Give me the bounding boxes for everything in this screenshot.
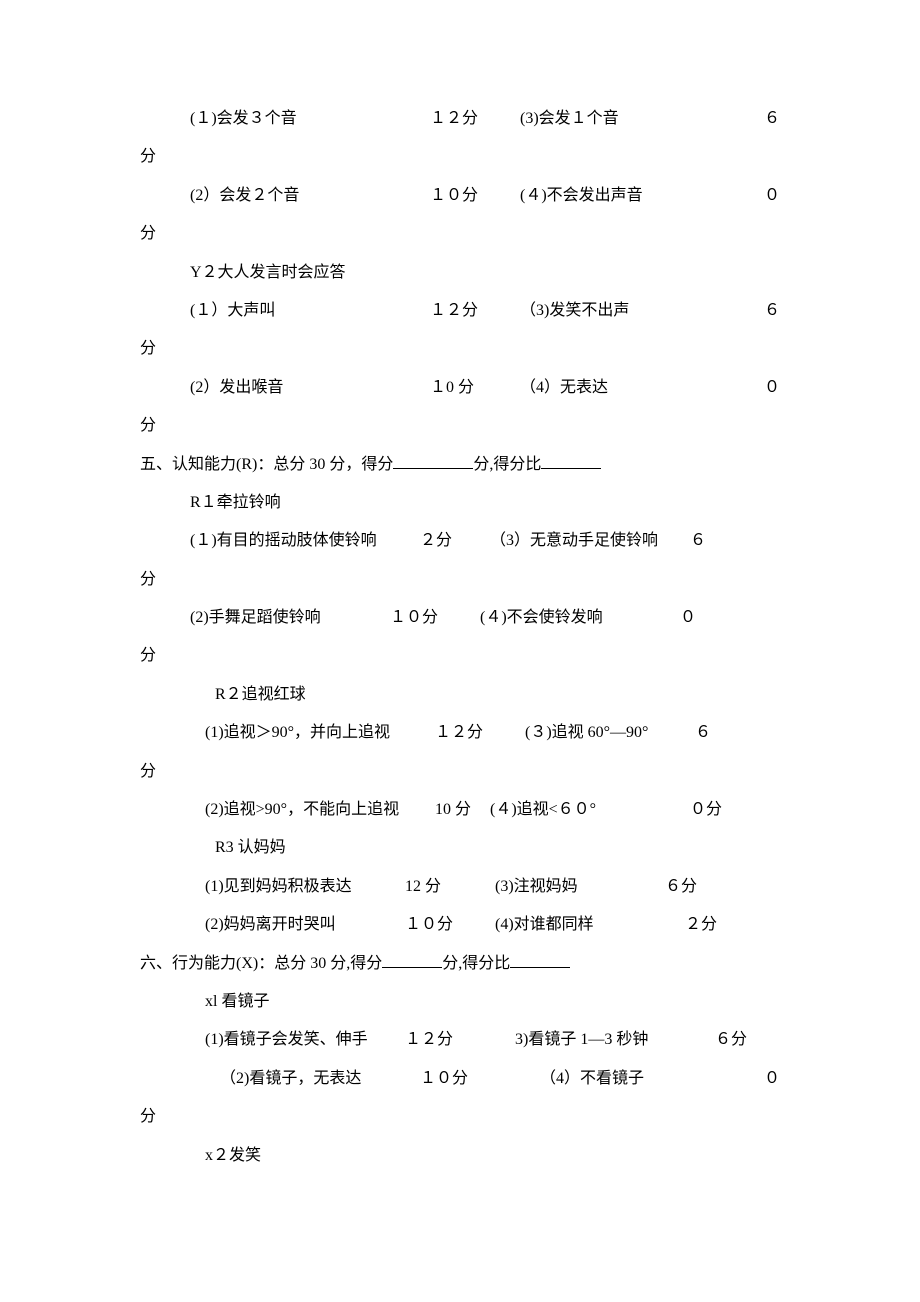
y1-opt1: (１)会发３个音 [190,100,430,138]
y1-opt4: (４)不会发出声音 [520,177,730,215]
x1-opt3: 3)看镜子 1―3 秒钟 [515,1021,715,1059]
r1-score3: ６ [690,522,730,560]
x1-opt4: （4）不看镜子 [540,1060,730,1098]
section6-mid: 分,得分比 [442,955,510,972]
y2-score3: ６ [730,292,780,330]
x1-opt1: (1)看镜子会发笑、伸手 [205,1021,405,1059]
r3-opt3: (3)注视妈妈 [495,868,665,906]
y1-score2: １０分 [430,177,520,215]
r2-opt4: (４)追视<６０° [490,791,690,829]
x1-row2: （2)看镜子，无表达 １０分 （4）不看镜子 ０ [140,1060,780,1098]
r1-row1: (１)有目的摇动肢体使铃响 ２分 （3）无意动手足使铃响 ６ [140,522,780,560]
y1-opt2: (2）会发２个音 [190,177,430,215]
section6-blank2 [510,952,570,968]
r1-score1: ２分 [420,522,490,560]
r2-score2: 10 分 [435,791,490,829]
r1-score2: １０分 [390,599,480,637]
r1-opt2: (2)手舞足蹈使铃响 [190,599,390,637]
r2-row2: (2)追视>90°，不能向上追视 10 分 (４)追视<６０° ０分 [140,791,780,829]
y2-row2: (2）发出喉音 １0 分 （4）无表达 ０ [140,369,780,407]
r1-title: R１牵拉铃响 [140,484,780,522]
r3-row1: (1)见到妈妈积极表达 12 分 (3)注视妈妈 ６分 [140,868,780,906]
r2-opt2: (2)追视>90°，不能向上追视 [205,791,435,829]
r3-title: R3 认妈妈 [140,829,780,867]
y1-unit1: 分 [140,138,780,176]
r2-opt3: (３)追视 60°―90° [525,714,695,752]
r1-score4: ０ [680,599,720,637]
r2-unit1: 分 [140,753,780,791]
r1-opt4: (４)不会使铃发响 [480,599,680,637]
y2-opt2: (2）发出喉音 [190,369,430,407]
section6-header: 六、行为能力(X)：总分 30 分,得分 分,得分比 [140,945,780,983]
y1-opt3: (3)会发１个音 [520,100,730,138]
r2-score4: ０分 [690,791,780,829]
r3-score2: １０分 [405,906,495,944]
y1-score4: ０ [730,177,780,215]
y2-opt4: （4）无表达 [520,369,730,407]
y1-row1: (１)会发３个音 １２分 (3)会发１个音 ６ [140,100,780,138]
section5-blank1 [393,453,473,469]
r1-opt1: (１)有目的摇动肢体使铃响 [190,522,420,560]
section6-blank1 [382,952,442,968]
y2-score2: １0 分 [430,369,520,407]
x1-score1: １２分 [405,1021,515,1059]
r2-score1: １２分 [435,714,525,752]
x1-score3: ６分 [715,1021,780,1059]
section5-blank2 [541,453,601,469]
section5-header: 五、认知能力(R)：总分 30 分，得分 分,得分比 [140,446,780,484]
r2-row1: (1)追视＞90°，并向上追视 １２分 (３)追视 60°―90° ６ [140,714,780,752]
section5-prefix: 五、认知能力(R)：总分 30 分，得分 [140,456,393,473]
r3-opt1: (1)见到妈妈积极表达 [205,868,405,906]
y2-score4: ０ [730,369,780,407]
section6-prefix: 六、行为能力(X)：总分 30 分,得分 [140,955,382,972]
r1-unit2: 分 [140,637,780,675]
x1-unit: 分 [140,1098,780,1136]
y2-row1: (１）大声叫 １２分 （3)发笑不出声 ６ [140,292,780,330]
r3-opt2: (2)妈妈离开时哭叫 [205,906,405,944]
x1-row1: (1)看镜子会发笑、伸手 １２分 3)看镜子 1―3 秒钟 ６分 [140,1021,780,1059]
r3-score3: ６分 [665,868,780,906]
y2-opt3: （3)发笑不出声 [520,292,730,330]
y2-opt1: (１）大声叫 [190,292,430,330]
x1-score2: １０分 [420,1060,540,1098]
r3-score1: 12 分 [405,868,495,906]
r2-title: R２追视红球 [140,676,780,714]
x1-score4: ０ [730,1060,780,1098]
y1-unit2: 分 [140,215,780,253]
y2-title: Y２大人发言时会应答 [140,254,780,292]
y2-unit1: 分 [140,330,780,368]
r3-row2: (2)妈妈离开时哭叫 １０分 (4)对谁都同样 ２分 [140,906,780,944]
y1-score3: ６ [730,100,780,138]
r2-opt1: (1)追视＞90°，并向上追视 [205,714,435,752]
x2-title: x２发笑 [140,1137,780,1175]
y2-unit2: 分 [140,407,780,445]
r1-unit1: 分 [140,561,780,599]
r1-row2: (2)手舞足蹈使铃响 １０分 (４)不会使铃发响 ０ [140,599,780,637]
r2-score3: ６ [695,714,780,752]
x1-title: xl 看镜子 [140,983,780,1021]
y1-row2: (2）会发２个音 １０分 (４)不会发出声音 ０ [140,177,780,215]
y2-score1: １２分 [430,292,520,330]
x1-opt2: （2)看镜子，无表达 [220,1060,420,1098]
section5-mid: 分,得分比 [473,456,541,473]
r3-opt4: (4)对谁都同样 [495,906,685,944]
r1-opt3: （3）无意动手足使铃响 [490,522,690,560]
r3-score4: ２分 [685,906,780,944]
y1-score1: １２分 [430,100,520,138]
